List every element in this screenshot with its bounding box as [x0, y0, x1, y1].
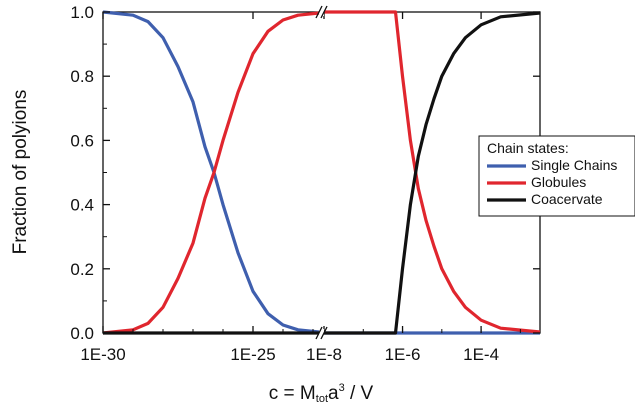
axis-break: [315, 5, 328, 340]
legend-label: Single Chains: [531, 157, 617, 173]
x-axis-title-sub: tot: [316, 393, 328, 405]
y-tick-label: 0.4: [70, 196, 94, 215]
legend-title: Chain states:: [487, 140, 569, 156]
x-tick-label: 1E-8: [306, 345, 342, 364]
series-line-globules: [102, 10, 541, 335]
legend-box: [478, 135, 635, 217]
x-axis-title-main: c = M: [269, 383, 316, 404]
axis-break-slash: [315, 5, 323, 19]
x-tick-label: 1E-25: [230, 345, 275, 364]
y-tick-label: 0.0: [70, 324, 94, 343]
axis-break-slash: [320, 326, 328, 340]
x-axis-title-mid: a: [328, 383, 339, 404]
y-tick-label: 1.0: [70, 3, 94, 22]
x-axis-title-end: / V: [345, 383, 374, 404]
series-layer: [102, 10, 541, 335]
x-tick-label: 1E-30: [80, 345, 125, 364]
x-tick-label: 1E-4: [463, 345, 499, 364]
x-tick-label: 1E-6: [385, 345, 421, 364]
x-axis-title-sup: 3: [339, 382, 345, 394]
legend: Chain states: Single ChainsGlobulesCoace…: [478, 135, 635, 217]
axis-break-slash: [315, 326, 323, 340]
y-tick-label: 0.2: [70, 260, 94, 279]
y-tick-label: 0.8: [70, 67, 94, 86]
ticks-layer: 0.0 0.2 0.4 0.6 0.8 1.0 1E-30 1E-25 1E-8 1E-6 1E-4: [70, 3, 540, 364]
axis-break-gap: [319, 329, 324, 337]
y-axis-title: Fraction of polyions: [10, 90, 31, 255]
plot-area: [102, 11, 541, 334]
x-axis-title: c = Mtota3 / V: [269, 382, 374, 405]
legend-label: Coacervate: [531, 191, 603, 207]
y-tick-label: 0.6: [70, 131, 94, 150]
axis-break-gap: [319, 8, 324, 16]
axis-break-slash: [320, 5, 328, 19]
legend-label: Globules: [531, 174, 586, 190]
